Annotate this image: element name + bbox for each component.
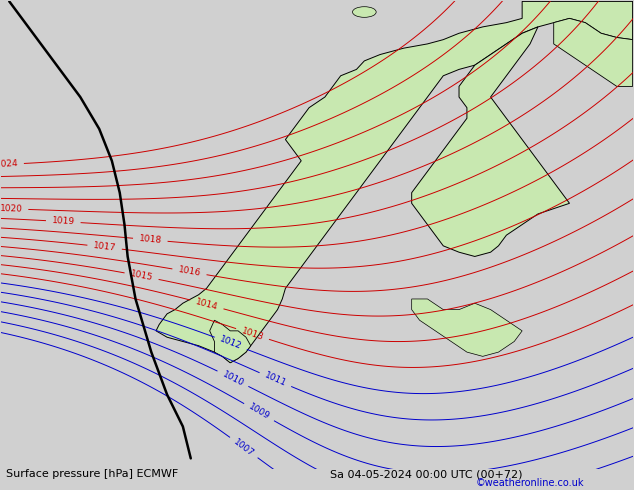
Text: 1014: 1014 — [195, 297, 219, 312]
Text: Surface pressure [hPa] ECMWF: Surface pressure [hPa] ECMWF — [6, 469, 179, 479]
Text: Sa 04-05-2024 00:00 UTC (00+72): Sa 04-05-2024 00:00 UTC (00+72) — [330, 469, 522, 479]
Text: 1020: 1020 — [0, 204, 23, 214]
Text: 1012: 1012 — [219, 335, 243, 352]
Polygon shape — [553, 19, 633, 86]
Ellipse shape — [353, 7, 376, 17]
Polygon shape — [156, 1, 633, 363]
Text: 1011: 1011 — [263, 371, 288, 389]
Text: 1009: 1009 — [247, 402, 271, 422]
Text: 1017: 1017 — [93, 241, 117, 253]
Polygon shape — [210, 320, 250, 363]
Polygon shape — [411, 299, 522, 356]
Text: 1016: 1016 — [178, 266, 202, 278]
Text: 1013: 1013 — [240, 326, 265, 342]
Text: 1007: 1007 — [232, 437, 256, 458]
Polygon shape — [411, 27, 569, 256]
Text: 1010: 1010 — [221, 369, 245, 388]
Text: 1019: 1019 — [51, 217, 75, 227]
Text: 1018: 1018 — [138, 234, 162, 245]
Text: 1024: 1024 — [0, 159, 18, 170]
Text: 1015: 1015 — [129, 270, 154, 283]
Text: ©weatheronline.co.uk: ©weatheronline.co.uk — [476, 478, 584, 488]
